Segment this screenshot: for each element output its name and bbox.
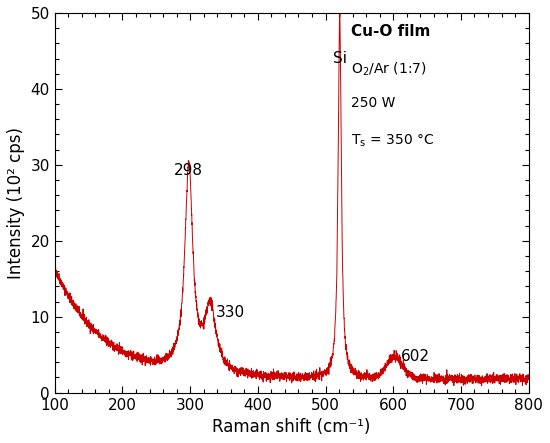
Text: 330: 330 xyxy=(216,306,245,320)
X-axis label: Raman shift (cm⁻¹): Raman shift (cm⁻¹) xyxy=(212,418,371,436)
Text: 602: 602 xyxy=(402,349,430,364)
Text: Cu-O film: Cu-O film xyxy=(351,24,430,39)
Text: O$_2$/Ar (1:7): O$_2$/Ar (1:7) xyxy=(351,60,427,78)
Text: 250 W: 250 W xyxy=(351,97,395,110)
Y-axis label: Intensity (10² cps): Intensity (10² cps) xyxy=(7,127,25,279)
Text: T$_\mathrm{s}$ = 350 °C: T$_\mathrm{s}$ = 350 °C xyxy=(351,132,434,149)
Text: 298: 298 xyxy=(174,163,204,179)
Text: Si: Si xyxy=(333,51,346,66)
